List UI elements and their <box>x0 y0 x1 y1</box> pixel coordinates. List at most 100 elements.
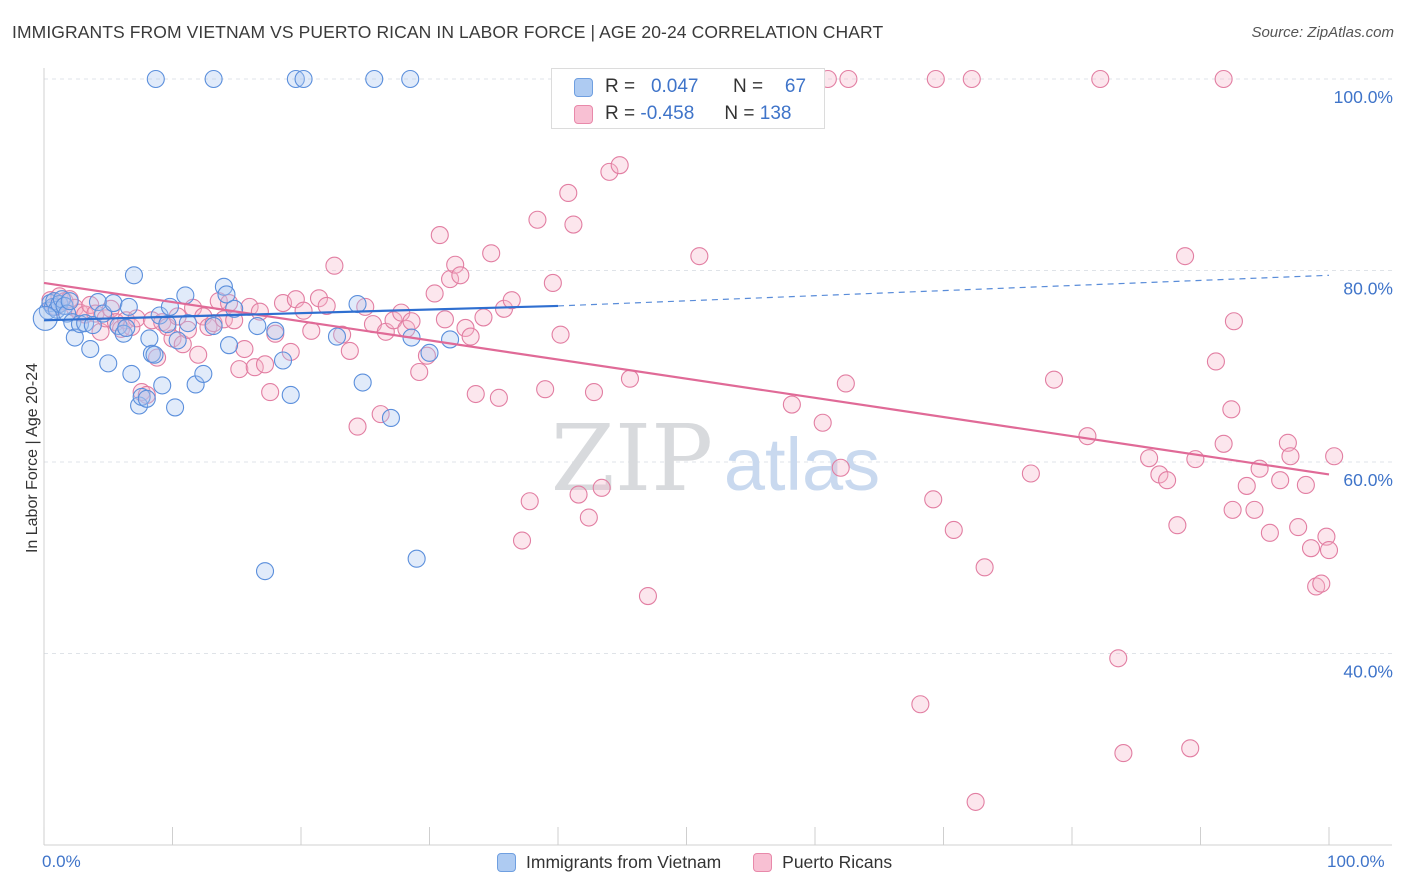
stats-legend: R = 0.047 N = 67 R = -0.458 N = 138 <box>551 68 825 129</box>
vietnam-point <box>248 316 267 336</box>
vietnam-point <box>327 327 347 346</box>
vietnam-point <box>137 389 156 408</box>
r-label: R = <box>605 76 636 97</box>
puerto-rican-point <box>836 374 855 393</box>
puerto-rican-point <box>230 360 249 379</box>
puerto-rican-point <box>1289 518 1308 537</box>
vietnam-point <box>104 294 123 313</box>
puerto-rican-point <box>461 327 480 346</box>
legend-item-puerto-rican[interactable]: Puerto Ricans <box>753 852 892 873</box>
vietnam-point <box>204 69 223 89</box>
puerto-rican-point <box>1224 312 1243 331</box>
vietnam-trend-line <box>43 304 559 322</box>
vietnam-point <box>381 408 401 428</box>
puerto-rican-point <box>1317 527 1336 546</box>
puerto-rican-point <box>536 380 555 399</box>
puerto-rican-point <box>451 266 470 285</box>
vietnam-point <box>146 69 165 89</box>
puerto-rican-point <box>1181 739 1200 758</box>
y-tick-labels: 40.0% 60.0% 80.0% 100.0% <box>1334 87 1393 682</box>
puerto-rican-point <box>584 383 604 402</box>
puerto-rican-point <box>340 341 359 360</box>
puerto-rican-point <box>813 413 832 432</box>
vietnam-point <box>365 69 384 89</box>
y-tick-label-100: 100.0% <box>1334 87 1393 107</box>
r-value-puerto-rican: -0.458 <box>640 103 695 124</box>
puerto-rican-point <box>50 287 69 306</box>
vietnam-point <box>158 315 177 334</box>
puerto-rican-point <box>261 383 280 402</box>
puerto-rican-point <box>189 345 208 364</box>
puerto-rican-point <box>235 339 254 359</box>
n-value-puerto-rican: 138 <box>759 103 792 124</box>
puerto-rican-point <box>410 362 429 382</box>
vietnam-point <box>407 549 426 568</box>
vietnam-point <box>153 376 172 395</box>
puerto-rican-point <box>91 322 110 341</box>
puerto-rican-point <box>325 256 344 275</box>
puerto-rican-point <box>1091 69 1110 89</box>
vietnam-point <box>294 69 313 89</box>
puerto-rican-point <box>435 310 454 329</box>
y-tick-label-40: 40.0% <box>1343 662 1393 682</box>
puerto-rican-point <box>425 284 444 303</box>
vietnam-point <box>32 305 58 331</box>
vietnam-trend-extension <box>557 274 1330 307</box>
puerto-rican-point <box>1296 475 1315 495</box>
stats-row-vietnam: R = 0.047 N = 67 <box>574 76 806 98</box>
chart-title: IMMIGRANTS FROM VIETNAM VS PUERTO RICAN … <box>12 22 884 42</box>
puerto-rican-point <box>1176 247 1195 266</box>
puerto-rican-point <box>528 210 547 229</box>
puerto-rican-point <box>245 358 264 377</box>
puerto-rican-point <box>1278 433 1297 452</box>
puerto-rican-point <box>466 384 485 404</box>
puerto-rican-point <box>1222 400 1241 419</box>
r-value-vietnam: 0.047 <box>650 76 699 97</box>
puerto-rican-point <box>1223 500 1242 519</box>
vietnam-point <box>83 316 102 335</box>
puerto-rican-point <box>456 318 475 338</box>
vietnam-point <box>122 364 141 383</box>
vietnam-point <box>140 329 159 348</box>
puerto-rican-point <box>551 325 570 344</box>
vietnam-point <box>176 286 195 305</box>
vietnam-point <box>217 285 236 304</box>
puerto-rican-point <box>839 69 858 89</box>
puerto-rican-point <box>831 458 850 477</box>
x-tick-label-max: 100.0% <box>1327 852 1385 871</box>
y-tick-label-60: 60.0% <box>1343 470 1393 490</box>
vietnam-point <box>99 354 118 373</box>
vietnam-point <box>255 562 275 581</box>
vietnam-point <box>63 313 82 332</box>
puerto-rican-point <box>348 417 367 436</box>
stats-swatch-vietnam <box>574 77 593 97</box>
puerto-rican-point <box>610 156 629 175</box>
legend-item-vietnam[interactable]: Immigrants from Vietnam <box>497 852 721 873</box>
puerto-rican-point <box>1319 541 1339 560</box>
puerto-rican-point <box>371 405 390 424</box>
puerto-rican-point <box>944 520 963 540</box>
puerto-rican-point <box>430 226 449 245</box>
legend-label-vietnam: Immigrants from Vietnam <box>526 852 722 872</box>
puerto-rican-point <box>294 301 313 320</box>
puerto-rican-point <box>1206 352 1225 371</box>
puerto-rican-point <box>1237 476 1256 495</box>
puerto-rican-point <box>569 485 588 504</box>
n-label: N = <box>724 103 755 124</box>
puerto-rican-point <box>441 270 460 289</box>
source-credit: Source: ZipAtlas.com <box>1251 24 1394 41</box>
puerto-rican-point <box>1109 649 1128 668</box>
puerto-rican-point <box>592 478 611 497</box>
puerto-rican-point <box>1325 447 1344 466</box>
vietnam-point <box>225 299 244 318</box>
r-label: R = <box>605 103 636 124</box>
n-value-vietnam: 67 <box>784 76 807 97</box>
vietnam-point <box>145 345 164 364</box>
puerto-rican-point <box>782 395 801 414</box>
vietnam-point <box>81 339 100 359</box>
vietnam-point <box>401 69 420 89</box>
vietnam-point <box>117 318 136 338</box>
vietnam-point <box>353 373 372 392</box>
puerto-rican-point <box>512 531 532 550</box>
legend-swatch-puerto-rican <box>753 853 773 872</box>
